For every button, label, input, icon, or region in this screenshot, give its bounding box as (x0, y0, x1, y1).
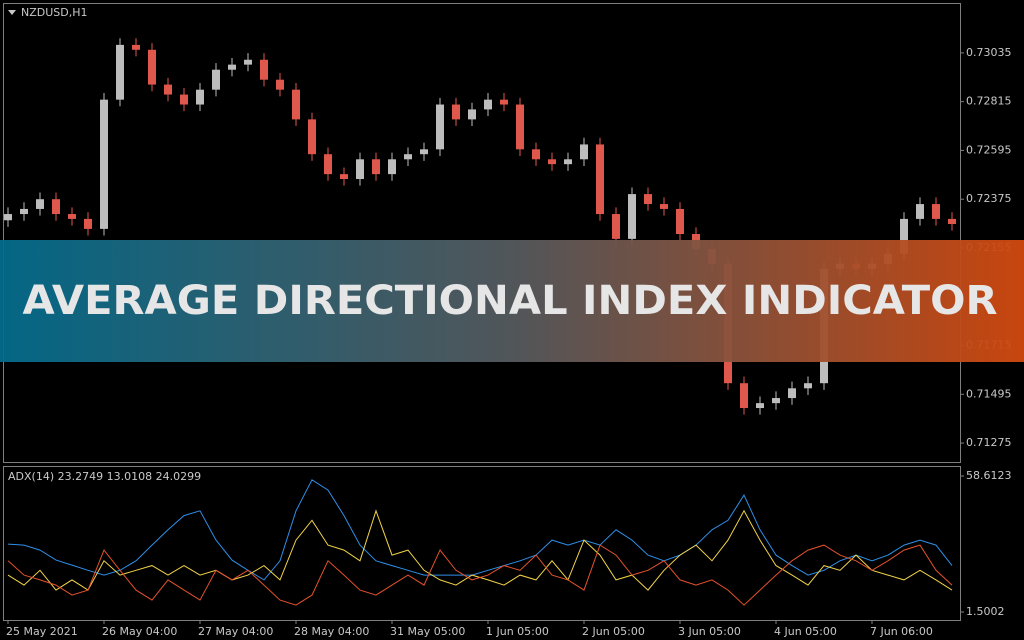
indicator-title: ADX(14) 23.2749 13.0108 24.0299 (8, 470, 201, 483)
candle-body (244, 59, 252, 65)
candle-body (164, 84, 172, 95)
candle-body (404, 154, 412, 160)
indicator-line (7, 479, 953, 581)
candle-body (292, 89, 300, 120)
candle-body (564, 159, 572, 165)
candle-body (532, 149, 540, 160)
x-tick-label: 26 May 04:00 (102, 625, 177, 638)
x-tick-label: 27 May 04:00 (198, 625, 273, 638)
candle-body (388, 159, 396, 175)
candle-body (516, 104, 524, 150)
candle-body (484, 99, 492, 110)
candle-body (660, 204, 668, 209)
candle-body (324, 154, 332, 175)
candle-body (452, 104, 460, 120)
candle-body (612, 214, 620, 239)
banner-text: AVERAGE DIRECTIONAL INDEX INDICATOR (23, 278, 998, 324)
indicator-panel (3, 466, 961, 621)
x-tick-label: 3 Jun 05:00 (678, 625, 741, 638)
candle-body (148, 49, 156, 85)
candle-body (260, 59, 268, 80)
y-tick-label: 0.72595 (966, 143, 1012, 156)
x-tick-label: 28 May 04:00 (294, 625, 369, 638)
candle-body (468, 109, 476, 120)
indicator-line (7, 544, 953, 606)
y-tick-label: 0.73035 (966, 46, 1012, 59)
candle-body (308, 119, 316, 155)
candle-body (644, 194, 652, 205)
candle-body (196, 89, 204, 105)
y-tick-label: 1.5002 (966, 605, 1005, 618)
indicator-line (7, 509, 953, 591)
price-panel (3, 3, 961, 463)
candle-body (276, 79, 284, 90)
candle-body (132, 44, 140, 50)
candle-body (20, 208, 28, 215)
candle-body (932, 204, 940, 219)
candle-body (436, 104, 444, 150)
candle-body (804, 383, 812, 389)
candle-body (356, 159, 364, 180)
candle-body (596, 144, 604, 215)
candle-body (420, 149, 428, 155)
candle-body (500, 99, 508, 105)
candle-body (580, 144, 588, 160)
candle-body (340, 174, 348, 180)
candle-body (548, 159, 556, 165)
candle-body (180, 94, 188, 105)
dropdown-icon (8, 10, 16, 15)
candle-body (68, 214, 76, 219)
chart-title: NZDUSD,H1 (21, 6, 88, 19)
candle-body (228, 64, 236, 70)
y-tick-label: 0.71275 (966, 436, 1012, 449)
x-tick-label: 25 May 2021 (6, 625, 78, 638)
x-tick-label: 1 Jun 05:00 (486, 625, 549, 638)
candle-body (676, 208, 684, 234)
candle-body (628, 194, 636, 239)
candle-body (756, 403, 764, 409)
candle-body (900, 218, 908, 254)
candle-body (916, 204, 924, 219)
candle-body (372, 159, 380, 175)
candle-body (740, 383, 748, 409)
candle-body (36, 199, 44, 209)
candle-body (772, 398, 780, 404)
banner (0, 240, 1024, 362)
y-tick-label: 0.71495 (966, 387, 1012, 400)
candle-body (116, 44, 124, 100)
candle-body (4, 214, 12, 221)
candle-body (788, 388, 796, 399)
candle-body (948, 218, 956, 225)
x-tick-label: 4 Jun 05:00 (774, 625, 837, 638)
y-tick-label: 0.72815 (966, 95, 1012, 108)
candle-body (84, 218, 92, 229)
y-tick-label: 58.6123 (966, 469, 1012, 482)
y-tick-label: 0.72375 (966, 192, 1012, 205)
x-tick-label: 7 Jun 06:00 (870, 625, 933, 638)
x-tick-label: 2 Jun 05:00 (582, 625, 645, 638)
candle-body (52, 199, 60, 215)
x-tick-label: 31 May 05:00 (390, 625, 465, 638)
candle-body (212, 69, 220, 90)
candle-body (100, 99, 108, 229)
